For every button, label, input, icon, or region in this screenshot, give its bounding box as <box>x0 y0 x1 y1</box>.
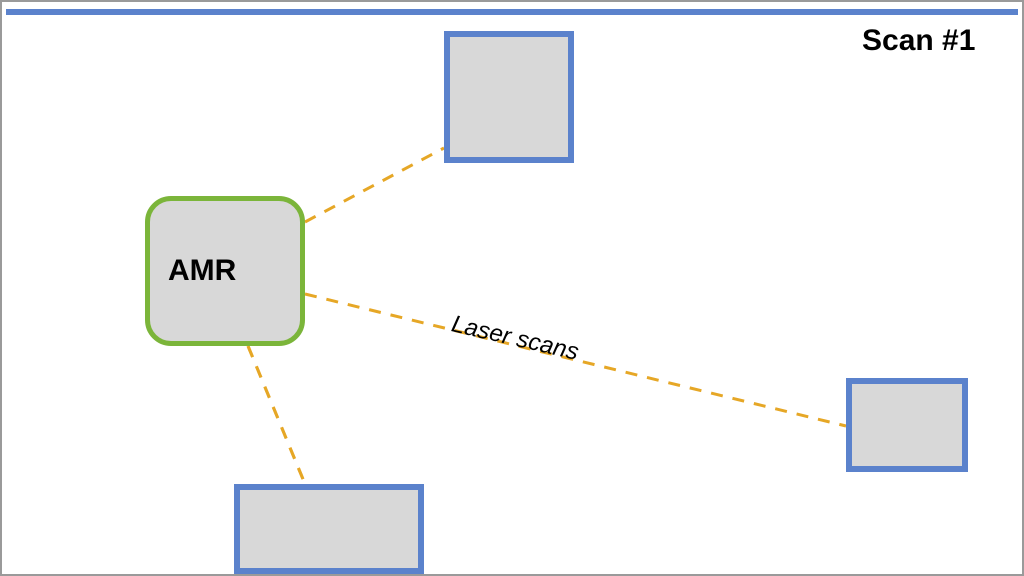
laser-scans-label: Laser scans <box>449 310 581 366</box>
diagram-canvas: Scan #1 AMR Laser scans <box>0 0 1024 576</box>
laser-rays <box>248 148 846 484</box>
obstacle-top <box>444 31 574 163</box>
laser-ray-up <box>305 148 444 222</box>
laser-ray-right-box <box>248 346 305 484</box>
laser-ray-bottom-box <box>248 346 305 484</box>
obstacle-right <box>846 378 968 472</box>
scan-title: Scan #1 <box>862 24 975 58</box>
amr-node: AMR <box>145 196 305 346</box>
amr-label: AMR <box>168 254 236 288</box>
obstacle-bottom <box>234 484 424 574</box>
